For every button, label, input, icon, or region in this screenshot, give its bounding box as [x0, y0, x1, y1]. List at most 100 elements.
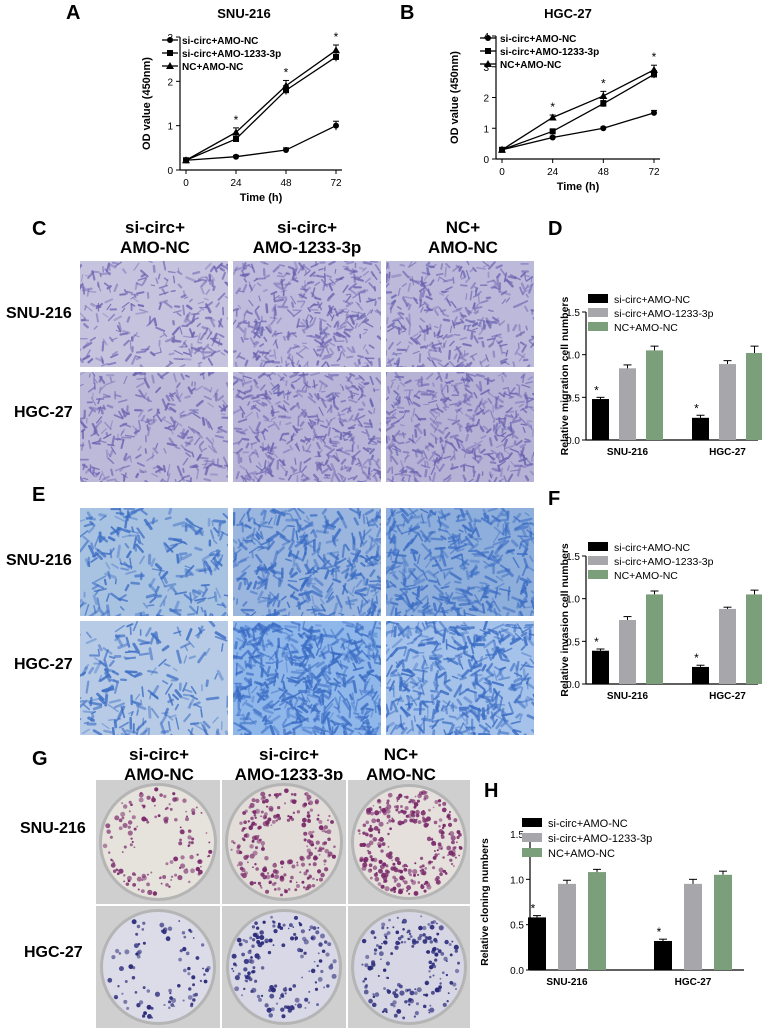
legend-entry: si-circ+AMO-1233-3p: [182, 49, 281, 60]
y-axis-label: Relative migration cell numbers: [559, 296, 571, 455]
colony: [369, 824, 372, 828]
colony: [444, 939, 449, 945]
colony: [368, 998, 373, 1004]
colony: [291, 799, 297, 805]
colony: [174, 817, 178, 822]
g-row-label-hgc27: HGC-27: [24, 944, 83, 961]
colony: [449, 830, 455, 837]
x-tick-label: 0: [183, 178, 189, 189]
colony: [200, 811, 203, 814]
bar: [746, 352, 762, 440]
colony: [254, 921, 258, 925]
colony: [133, 827, 137, 831]
x-tick-label: 0: [499, 167, 505, 178]
colony: [441, 971, 445, 975]
series-line: [501, 69, 655, 151]
colony: [168, 803, 171, 806]
colony: [292, 811, 296, 815]
bar: [684, 883, 702, 970]
colony: [326, 984, 330, 988]
colony: [187, 995, 193, 1000]
colony: [422, 925, 427, 931]
colony: [257, 881, 261, 885]
colony: [280, 994, 285, 998]
colony: [361, 842, 367, 847]
colony: [400, 809, 404, 814]
colony: [296, 883, 300, 888]
colony: [299, 856, 305, 862]
colony: [326, 829, 332, 835]
x-tick-label: 72: [330, 178, 342, 189]
colony: [122, 822, 128, 829]
colony: [308, 928, 311, 931]
colony: [440, 835, 445, 839]
colony: [382, 862, 387, 867]
colony: [290, 793, 294, 796]
significance-star: *: [652, 50, 657, 64]
data-point: [333, 122, 339, 129]
colony: [187, 966, 191, 971]
colony: [183, 935, 187, 939]
colony: [331, 854, 336, 859]
colony: [121, 992, 124, 995]
colony: [404, 806, 409, 811]
colony: [403, 863, 408, 867]
colony: [231, 953, 237, 959]
colony: [442, 801, 447, 806]
colony: [365, 954, 370, 960]
colony: [242, 811, 247, 815]
colony: [306, 845, 309, 848]
significance-star: *: [594, 383, 599, 397]
colony: [422, 933, 426, 937]
y-tick-label: 2: [167, 77, 173, 88]
colony: [404, 1000, 408, 1004]
colony: [151, 797, 156, 803]
colony: [369, 868, 373, 872]
colony: [417, 793, 422, 799]
c-row-label-hgc27: HGC-27: [14, 404, 73, 421]
colony: [203, 973, 206, 976]
chart-a-proliferation-snu216: SNU-21601230244872Time (h)OD value (450n…: [141, 6, 342, 204]
bar: [646, 594, 663, 684]
c-row-label-snu216: SNU-216: [6, 305, 72, 322]
colony: [408, 1003, 411, 1006]
colony: [297, 947, 302, 953]
colony: [369, 966, 374, 970]
colony: [238, 942, 243, 947]
data-point: [333, 53, 339, 60]
colony: [386, 926, 389, 929]
colony: [387, 792, 393, 798]
bar: [588, 872, 606, 970]
colony: [458, 854, 460, 857]
colony: [385, 808, 391, 814]
series-line: [501, 112, 655, 151]
colony: [281, 943, 286, 948]
colony: [437, 949, 442, 954]
colony: [116, 868, 119, 872]
colony: [254, 863, 257, 866]
colony: [386, 931, 391, 935]
colony: [381, 926, 385, 930]
colony: [126, 875, 132, 881]
colony: [264, 889, 270, 894]
colony: [247, 820, 250, 823]
colony: [191, 837, 195, 841]
colony: [279, 997, 281, 1000]
colony: [249, 844, 254, 849]
colony: [251, 938, 256, 942]
colony: [278, 792, 282, 796]
colony: [182, 946, 187, 952]
colony: [284, 788, 289, 794]
colony: [424, 935, 428, 939]
colony: [167, 1006, 171, 1010]
colony: [317, 977, 323, 982]
data-point: [650, 65, 658, 73]
legend-entry: si-circ+AMO-NC: [614, 294, 691, 306]
colony: [437, 853, 440, 856]
colony: [136, 954, 141, 959]
colony: [306, 794, 312, 800]
legend-marker: [166, 62, 174, 69]
colony: [330, 963, 333, 966]
colony: [277, 924, 282, 929]
colony: [124, 980, 128, 984]
